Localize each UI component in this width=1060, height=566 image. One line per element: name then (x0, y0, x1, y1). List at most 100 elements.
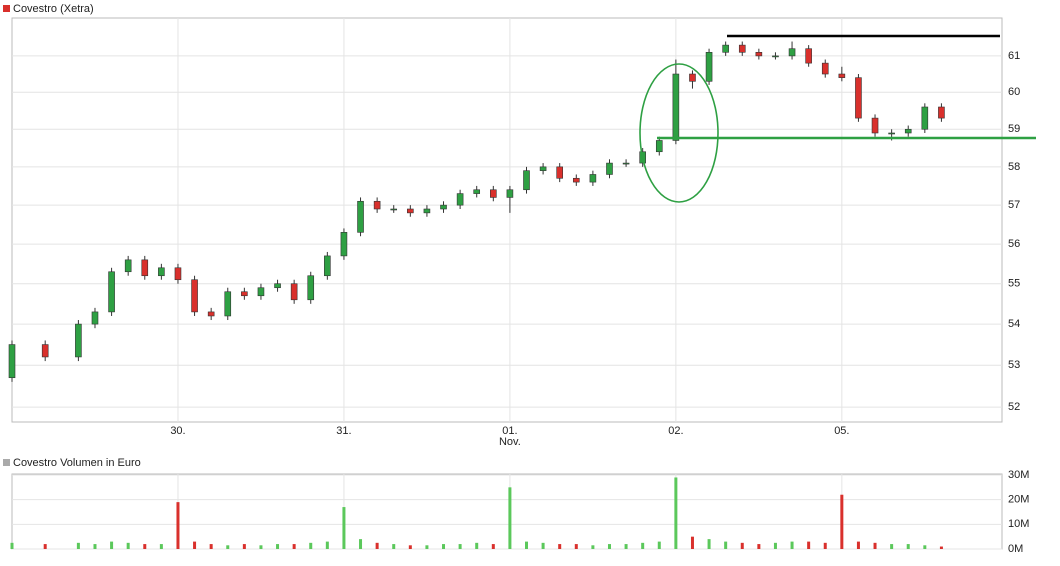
volume-bar (342, 507, 346, 549)
volume-bar (309, 542, 313, 549)
volume-bar (176, 502, 180, 549)
candle-body (523, 170, 530, 191)
volume-bar (475, 542, 479, 549)
y-tick-label: 59 (1008, 123, 1020, 135)
candle-body (373, 200, 381, 210)
volume-bar (591, 545, 595, 549)
volume-bar (508, 487, 512, 549)
candle-body (805, 48, 812, 64)
candle-body (41, 344, 49, 358)
volume-bar (541, 542, 545, 549)
candle-body (938, 106, 945, 119)
y-tick-label: 0M (1008, 543, 1023, 555)
x-tick-sublabel: Nov. (499, 436, 521, 448)
volume-bar (93, 544, 97, 549)
y-tick-label: 53 (1008, 359, 1020, 371)
candle-body (324, 255, 331, 277)
volume-bar (359, 539, 363, 549)
candle-body (174, 267, 182, 281)
candle-body (888, 132, 895, 135)
volume-bar (193, 541, 197, 549)
candle-body (506, 189, 514, 198)
candle-body (207, 311, 215, 317)
volume-bar (574, 544, 578, 549)
y-tick-label: 55 (1008, 278, 1020, 290)
volume-bar (624, 544, 628, 549)
candle-body (224, 291, 232, 317)
volume-bar (790, 541, 794, 549)
candle-body (307, 275, 315, 301)
candle-body (290, 283, 298, 301)
candle-body (904, 128, 912, 134)
candle-body (821, 62, 829, 75)
candle-body (274, 283, 281, 289)
x-tick-label: 01. (502, 425, 517, 437)
volume-bar (840, 494, 844, 549)
y-tick-label: 30M (1008, 469, 1029, 481)
candle-body (871, 117, 879, 134)
volume-bar (76, 542, 80, 549)
y-tick-label: 57 (1008, 199, 1020, 211)
volume-bar (807, 541, 811, 549)
highlight-ellipse (639, 63, 719, 203)
volume-bar (425, 545, 429, 549)
y-tick-label: 10M (1008, 518, 1029, 530)
volume-bar (226, 545, 230, 549)
volume-bar (740, 542, 744, 549)
volume-bar (607, 544, 611, 549)
x-tick-label: 31. (336, 425, 351, 437)
candle-body (556, 166, 563, 179)
candle-body (8, 344, 16, 379)
candle-body (589, 174, 597, 183)
candle-body (838, 73, 846, 78)
candle-body (572, 177, 580, 183)
candle-body (108, 271, 115, 313)
volume-bar (657, 541, 661, 549)
candle-body (407, 208, 414, 214)
candle-body (456, 193, 464, 206)
y-tick-label: 52 (1008, 401, 1020, 413)
candle-body (755, 52, 763, 57)
volume-bar (392, 544, 396, 549)
volume-bar (276, 544, 280, 549)
volume-bar (43, 544, 47, 549)
volume-bar (674, 477, 678, 549)
chart-title: Covestro (Xetra) (13, 3, 94, 15)
candle-body (340, 232, 348, 257)
volume-bar (873, 542, 877, 549)
volume-bar (558, 544, 562, 549)
candle-body (423, 208, 431, 214)
x-tick-label: 02. (668, 425, 683, 437)
price-frame (11, 17, 1003, 423)
volume-bar (325, 541, 329, 549)
volume-bar (375, 542, 379, 549)
x-tick-label: 05. (834, 425, 849, 437)
volume-bar (773, 542, 777, 549)
candle-body (705, 52, 713, 82)
candle-body (722, 44, 729, 53)
y-tick-label: 54 (1008, 318, 1020, 330)
candle-body (75, 323, 82, 358)
candle-body (738, 44, 746, 53)
volume-title: Covestro Volumen in Euro (13, 457, 141, 469)
volume-bar (110, 541, 114, 549)
candle-body (772, 55, 779, 58)
candle-body (655, 140, 663, 153)
volume-bar (209, 544, 213, 549)
volume-bar (641, 542, 645, 549)
volume-bar (690, 536, 694, 549)
volume-bar (159, 544, 163, 549)
volume-bar (408, 545, 412, 549)
volume-bar (923, 545, 927, 549)
candle-body (606, 162, 613, 175)
candle-body (124, 259, 132, 273)
candle-body (473, 189, 481, 194)
volume-bar (242, 544, 246, 549)
volume-bar (525, 541, 529, 549)
volume-bar (890, 544, 894, 549)
candle-body (241, 291, 248, 297)
candle-body (855, 77, 862, 119)
volume-bar (939, 546, 943, 549)
legend-swatch (3, 5, 10, 12)
